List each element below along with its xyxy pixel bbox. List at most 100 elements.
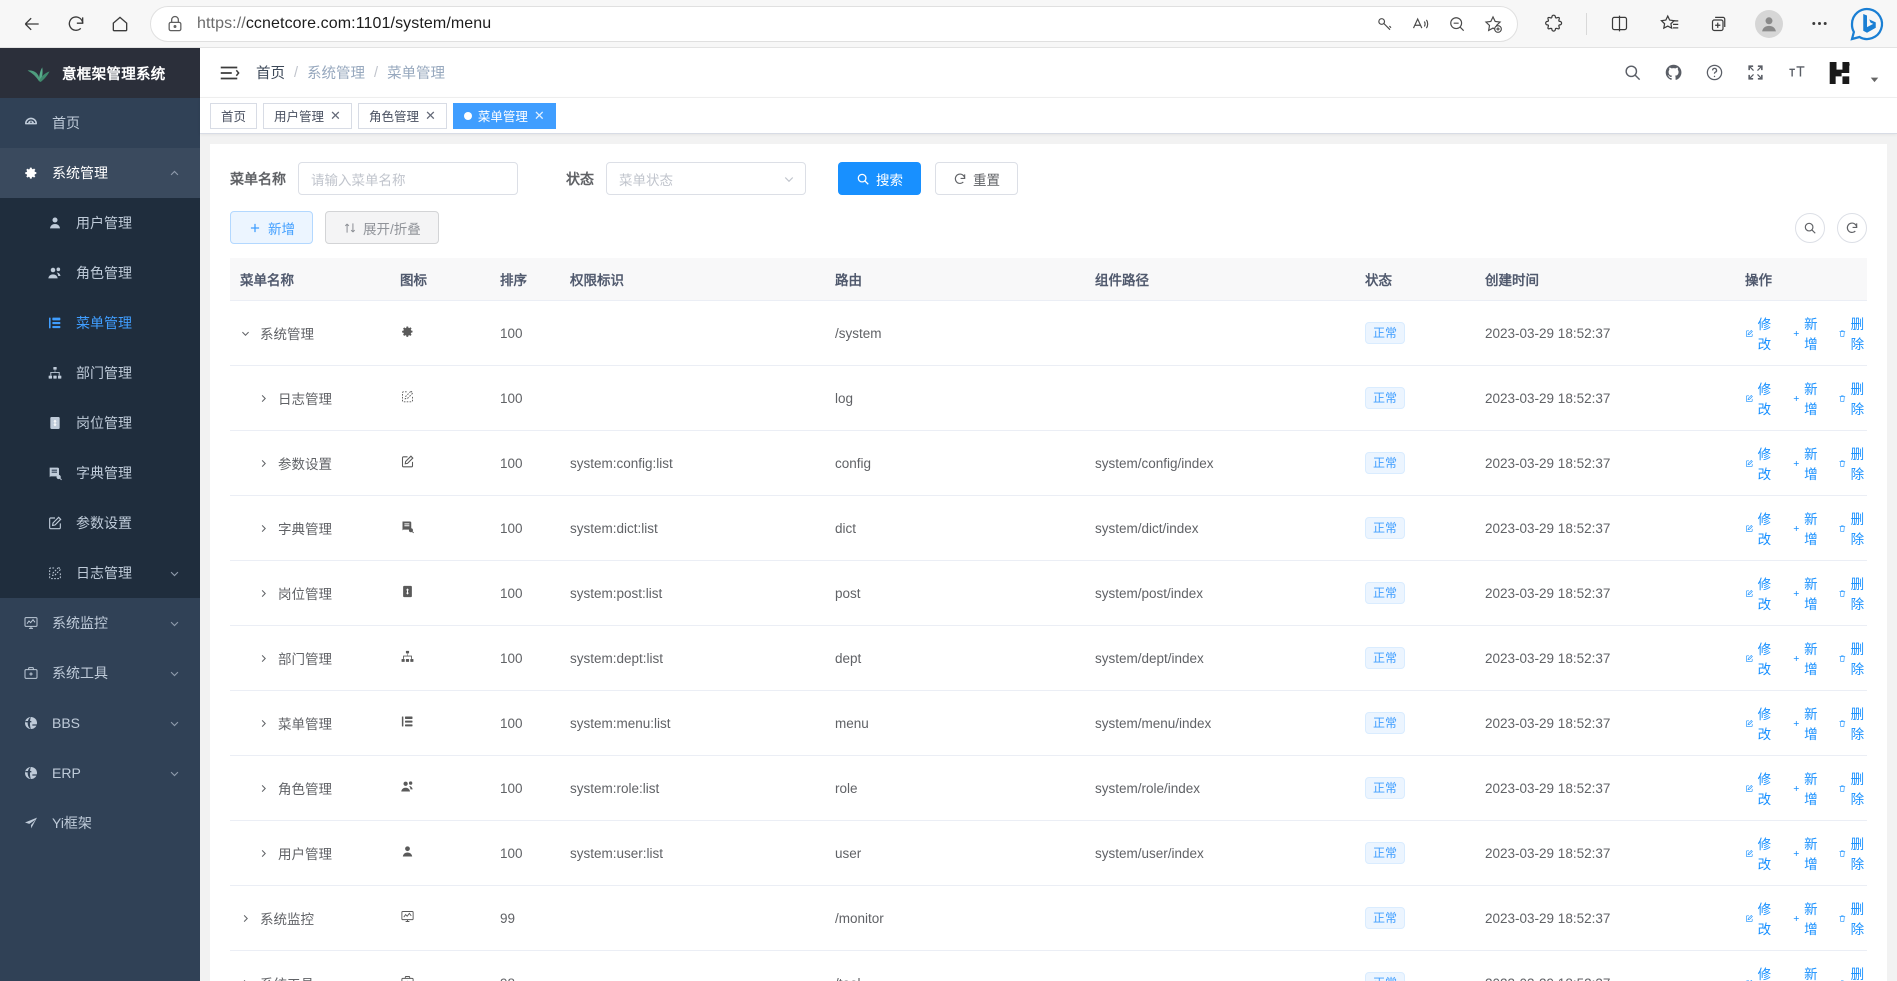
row-edit-button[interactable]: 修改 <box>1745 313 1776 353</box>
sidebar-item-log-management[interactable]: 日志管理 <box>0 548 200 598</box>
row-add-button[interactable]: 新增 <box>1792 768 1823 808</box>
sidebar-item-param-settings[interactable]: 参数设置 <box>0 498 200 548</box>
row-delete-button[interactable]: 删除 <box>1838 313 1869 353</box>
breadcrumb-item-home[interactable]: 首页 <box>256 66 285 82</box>
close-icon[interactable]: ✕ <box>533 108 545 123</box>
table-row[interactable]: 菜单管理 100 system:menu:list menu system/menu/i… <box>230 690 1869 756</box>
row-add-button[interactable]: 新增 <box>1792 508 1823 548</box>
row-edit-button[interactable]: 修改 <box>1745 573 1776 613</box>
collections-button[interactable] <box>1697 4 1741 44</box>
row-edit-button[interactable]: 修改 <box>1745 898 1776 938</box>
refresh-table-button[interactable] <box>1837 212 1867 243</box>
zoom-out-icon[interactable] <box>1447 14 1467 34</box>
sidebar-item-system-monitor[interactable]: 系统监控 <box>0 598 200 648</box>
sidebar-item-post-management[interactable]: 岗位管理 <box>0 398 200 448</box>
home-button[interactable] <box>98 4 142 44</box>
chevron-right-icon[interactable] <box>258 651 278 665</box>
reset-button[interactable]: 重置 <box>935 162 1018 195</box>
settings-more-button[interactable] <box>1797 4 1841 44</box>
row-delete-button[interactable]: 删除 <box>1838 573 1869 613</box>
sidebar-logo[interactable]: 意框架管理系统 <box>0 48 200 98</box>
close-icon[interactable]: ✕ <box>424 108 436 123</box>
row-add-button[interactable]: 新增 <box>1792 963 1823 981</box>
chevron-right-icon[interactable] <box>258 781 278 795</box>
row-add-button[interactable]: 新增 <box>1792 378 1823 418</box>
sidebar-item-role-management[interactable]: 角色管理 <box>0 248 200 298</box>
breadcrumb-item-system[interactable]: 系统管理 <box>307 66 366 82</box>
table-row[interactable]: 岗位管理 100 system:post:list post system/post/i… <box>230 560 1869 626</box>
table-row[interactable]: 参数设置 100 system:config:list config system/co… <box>230 430 1869 496</box>
row-edit-button[interactable]: 修改 <box>1745 508 1776 548</box>
chevron-right-icon[interactable] <box>258 456 278 470</box>
profile-button[interactable] <box>1755 9 1783 38</box>
table-row[interactable]: 角色管理 100 system:role:list role system/role/i… <box>230 755 1867 821</box>
favorites-button[interactable] <box>1647 4 1691 44</box>
address-bar[interactable]: https://ccnetcore.com:1101/system/menu <box>150 5 1518 42</box>
row-edit-button[interactable]: 修改 <box>1745 378 1776 418</box>
breadcrumb-item-menu[interactable]: 菜单管理 <box>387 66 446 82</box>
help-icon[interactable] <box>1705 63 1724 82</box>
table-row[interactable]: 系统工具 98/tool 正常 2023-03-29 18:52:37 修改 新增 删除 <box>230 950 1869 981</box>
table-row[interactable]: 字典管理 100 system:dict:list dict system/dict/i… <box>230 495 1869 561</box>
row-add-button[interactable]: 新增 <box>1792 313 1823 353</box>
sidebar-item-home[interactable]: 首页 <box>0 98 200 148</box>
chevron-right-icon[interactable] <box>240 976 260 981</box>
menu-name-input[interactable]: 请输入菜单名称 <box>298 162 518 195</box>
table-row[interactable]: 系统管理 100/system 正常 2023-03-29 18:52:37 修改 新增删… <box>230 300 1869 366</box>
row-delete-button[interactable]: 删除 <box>1838 443 1869 483</box>
search-icon[interactable] <box>1623 63 1642 82</box>
user-logo-icon[interactable] <box>1828 60 1862 86</box>
chevron-right-icon[interactable] <box>258 521 278 535</box>
expand-collapse-button[interactable]: 展开/折叠 <box>325 211 439 244</box>
chevron-right-icon[interactable] <box>240 911 260 925</box>
row-edit-button[interactable]: 修改 <box>1745 833 1776 873</box>
tab-home[interactable]: 首页 <box>210 102 258 129</box>
read-aloud-icon[interactable] <box>1411 14 1431 34</box>
table-row[interactable]: 日志管理 100 log 正常 2023-03-29 18:52:37 修改 新增 删除 <box>230 365 1869 431</box>
split-screen-button[interactable] <box>1597 4 1641 44</box>
add-button[interactable]: 新增 <box>230 211 313 244</box>
row-edit-button[interactable]: 修改 <box>1745 768 1776 808</box>
sidebar-item-dict-management[interactable]: 字典管理 <box>0 448 200 498</box>
reload-button[interactable] <box>54 4 98 44</box>
bing-copilot-button[interactable] <box>1847 4 1887 44</box>
row-add-button[interactable]: 新增 <box>1792 703 1823 743</box>
tab-role-management[interactable]: 角色管理 ✕ <box>357 102 447 129</box>
sidebar-item-yi-framework[interactable]: Yi框架 <box>0 798 200 848</box>
sidebar-item-dept-management[interactable]: 部门管理 <box>0 348 200 398</box>
table-row[interactable]: 系统监控 99/monitor 正常 2023-03-29 18:52:37 修改 新增删… <box>230 885 1869 951</box>
row-add-button[interactable]: 新增 <box>1792 573 1823 613</box>
toggle-search-button[interactable] <box>1795 212 1825 243</box>
status-select[interactable]: 菜单状态 <box>606 162 806 195</box>
sidebar-item-bbs[interactable]: BBS <box>0 698 200 748</box>
key-icon[interactable] <box>1375 14 1395 34</box>
font-size-icon[interactable] <box>1787 63 1806 82</box>
fullscreen-icon[interactable] <box>1746 63 1765 82</box>
row-delete-button[interactable]: 删除 <box>1838 833 1869 873</box>
github-icon[interactable] <box>1664 63 1683 82</box>
row-edit-button[interactable]: 修改 <box>1745 443 1776 483</box>
chevron-right-icon[interactable] <box>258 586 278 600</box>
hamburger-icon[interactable] <box>218 62 240 84</box>
row-add-button[interactable]: 新增 <box>1792 443 1823 483</box>
row-delete-button[interactable]: 删除 <box>1838 963 1869 981</box>
back-button[interactable] <box>10 4 54 44</box>
sidebar-item-user-management[interactable]: 用户管理 <box>0 198 200 248</box>
row-add-button[interactable]: 新增 <box>1792 833 1823 873</box>
row-delete-button[interactable]: 删除 <box>1838 703 1869 743</box>
tab-menu-management[interactable]: 菜单管理 ✕ <box>452 102 556 129</box>
search-button[interactable]: 搜索 <box>838 162 921 195</box>
add-favorite-icon[interactable] <box>1483 14 1503 34</box>
row-edit-button[interactable]: 修改 <box>1745 638 1776 678</box>
chevron-right-icon[interactable] <box>258 716 278 730</box>
row-edit-button[interactable]: 修改 <box>1745 963 1776 981</box>
row-add-button[interactable]: 新增 <box>1792 638 1823 678</box>
row-add-button[interactable]: 新增 <box>1792 898 1823 938</box>
chevron-down-icon[interactable] <box>240 326 260 340</box>
row-delete-button[interactable]: 删除 <box>1838 378 1869 418</box>
row-delete-button[interactable]: 删除 <box>1838 898 1869 938</box>
sidebar-item-system-tools[interactable]: 系统工具 <box>0 648 200 698</box>
table-row[interactable]: 用户管理 100 system:user:list user system/user/i… <box>230 820 1869 886</box>
sidebar-item-system-management[interactable]: 系统管理 <box>0 148 200 198</box>
row-delete-button[interactable]: 删除 <box>1838 508 1869 548</box>
